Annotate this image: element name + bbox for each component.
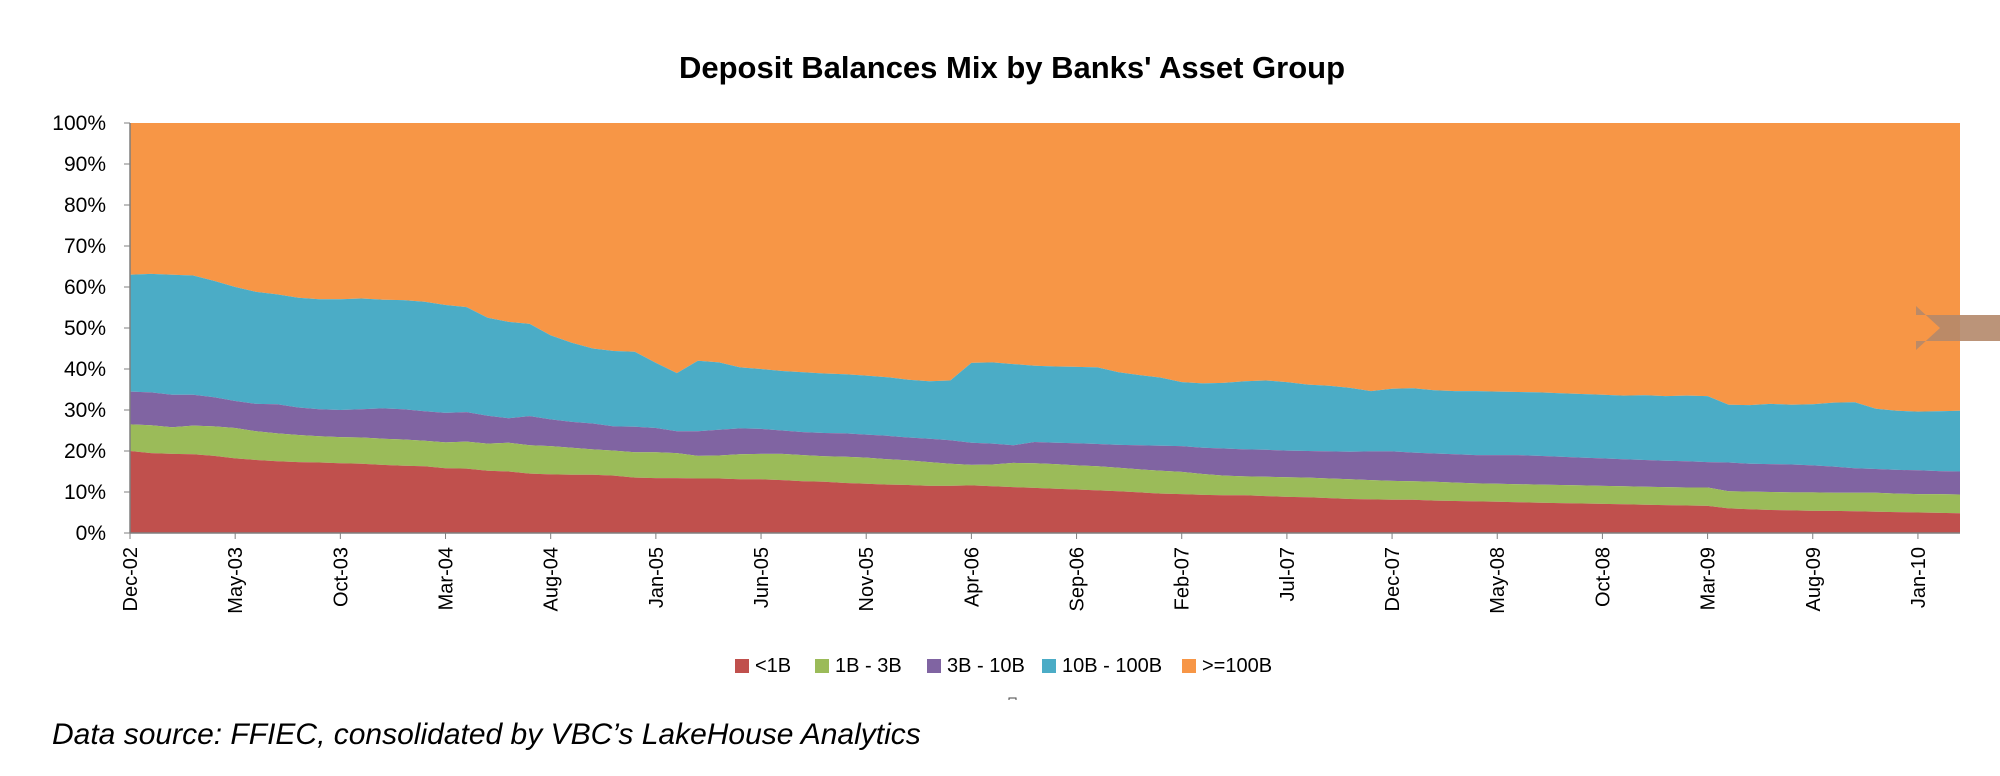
legend-label: <1B (755, 655, 791, 677)
legend: <1B 1B - 3B 3B - 10B 10B - 100B >=100B (735, 655, 1272, 706)
area-series-10B_100B (130, 273, 1960, 472)
y-tick-label: 70% (64, 235, 106, 258)
y-tick-label: 90% (64, 153, 106, 176)
legend-label: 10B - 100B (1062, 655, 1162, 677)
y-tick-label: 40% (64, 358, 106, 381)
area-series-ge100B (130, 123, 1960, 412)
area-series-1B_3B (130, 424, 1960, 514)
x-tick-label: Dec-02 (120, 547, 142, 611)
legend-swatch (1042, 659, 1056, 673)
y-tick-label: 30% (64, 399, 106, 422)
x-tick-label: Jun-05 (751, 547, 773, 608)
chart-anchor-marker (1008, 697, 1017, 706)
x-tick-label: Nov-05 (856, 547, 878, 611)
annotation-layer: Pandemic era (1916, 306, 2000, 350)
legend-swatch (815, 659, 829, 673)
x-tick-label: Oct-03 (330, 547, 352, 607)
y-tick-label: 100% (52, 112, 106, 135)
y-tick-label: 10% (64, 481, 106, 504)
legend-swatch (735, 659, 749, 673)
area-series-3B_10B (130, 391, 1960, 495)
x-tick-label: Mar-09 (1698, 547, 1720, 610)
area-layer (130, 123, 1960, 533)
legend-label: >=100B (1202, 655, 1272, 677)
y-tick-label: 80% (64, 194, 106, 217)
x-tick-label: Aug-04 (541, 547, 563, 612)
legend-swatch (1182, 659, 1196, 673)
legend-swatch (927, 659, 941, 673)
axes: 0% 10% 20% 30% 40% 50% 60% 70% 80% 90% 100% Dec-02 M… (52, 112, 1960, 614)
y-tick-label: 20% (64, 440, 106, 463)
x-tick-label: May-03 (225, 547, 247, 614)
x-tick-label: May-08 (1487, 547, 1509, 614)
legend-label: 3B - 10B (947, 655, 1025, 677)
y-tick-label: 60% (64, 276, 106, 299)
x-tick-label: Aug-09 (1803, 547, 1825, 612)
chart-title: Deposit Balances Mix by Banks' Asset Gro… (679, 50, 1345, 85)
x-tick-label: Sep-06 (1067, 547, 1089, 612)
x-tick-label: Mar-04 (436, 547, 458, 610)
x-tick-label: Apr-06 (961, 547, 983, 607)
y-tick-label: 50% (64, 317, 106, 340)
x-tick-label: Oct-08 (1592, 547, 1614, 607)
x-tick-label: Jan-05 (646, 547, 668, 608)
x-tick-label: Jan-10 (1908, 547, 1930, 608)
legend-label: 1B - 3B (835, 655, 902, 677)
x-tick-label: Dec-07 (1382, 547, 1404, 611)
source-note: Data source: FFIEC, consolidated by VBC’… (52, 718, 921, 751)
stacked-area-chart: Deposit Balances Mix by Banks' Asset Gro… (52, 50, 2000, 706)
y-tick-label: 0% (76, 522, 106, 545)
area-series-lt1B (130, 451, 1960, 533)
x-tick-label: Jul-07 (1277, 547, 1299, 601)
x-tick-label: Feb-07 (1172, 547, 1194, 610)
pandemic-arrow (1916, 306, 2000, 350)
